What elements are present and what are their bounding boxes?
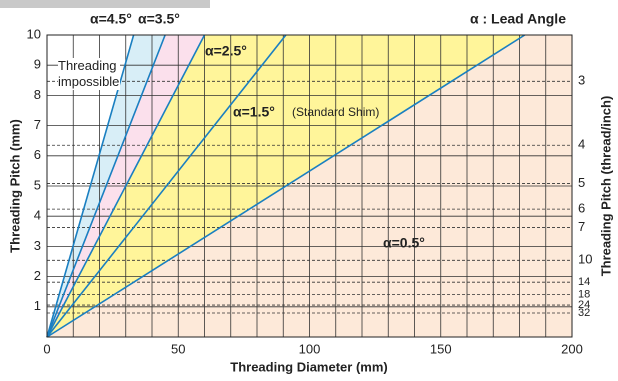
y2-tick-label: 32	[578, 307, 590, 319]
y2-tick-label: 3	[578, 73, 585, 88]
y-tick-label: 6	[34, 147, 41, 162]
x-tick-label: 150	[430, 341, 452, 356]
x-tick-label: 0	[43, 341, 50, 356]
plot-frame	[46, 34, 573, 338]
lead-angle-line	[46, 34, 287, 338]
lead-angle-line	[46, 34, 166, 338]
header-tab	[0, 0, 210, 8]
x-tick-label: 50	[171, 341, 185, 356]
y2-tick-label: 18	[578, 288, 590, 300]
y-axis-label: Threading Pitch (mm)	[7, 119, 22, 253]
y-tick-label: 4	[34, 208, 41, 223]
y2-tick-label: 6	[578, 201, 585, 216]
y-tick-label: 1	[34, 298, 41, 313]
series-label: α=2.5°	[205, 43, 247, 59]
series-label: α=3.5°	[138, 11, 180, 27]
y2-axis-label: Threading Pitch (thread/inch)	[598, 96, 613, 277]
lead-angle-line	[46, 34, 526, 338]
x-tick-label: 100	[299, 341, 321, 356]
y-tick-label: 2	[34, 268, 41, 283]
y2-tick-label: 24	[578, 299, 590, 311]
y-tick-label: 8	[34, 87, 41, 102]
y2-tick-label: 7	[578, 219, 585, 234]
note: α : Lead Angle	[470, 11, 566, 27]
annotation-standard: (Standard Shim)	[292, 105, 379, 119]
series-label: α=1.5°	[233, 104, 275, 120]
y-tick-label: 3	[34, 238, 41, 253]
y2-tick-label: 10	[578, 252, 592, 267]
series-label: α=4.5°	[90, 11, 132, 27]
y-tick-label: 9	[34, 57, 41, 72]
x-tick-label: 200	[561, 341, 583, 356]
annotation: Threading impossible	[58, 58, 120, 90]
y-tick-label: 10	[27, 26, 41, 41]
y2-tick-label: 5	[578, 175, 585, 190]
y-tick-label: 7	[34, 117, 41, 132]
lead-angle-line	[46, 34, 206, 338]
y2-tick-label: 4	[578, 137, 585, 152]
series-label: α=0.5°	[383, 235, 425, 251]
y-tick-label: 5	[34, 177, 41, 192]
x-axis-label: Threading Diameter (mm)	[230, 359, 387, 374]
annotation-box: Threading impossible	[58, 58, 120, 90]
y2-tick-label: 14	[578, 276, 590, 288]
